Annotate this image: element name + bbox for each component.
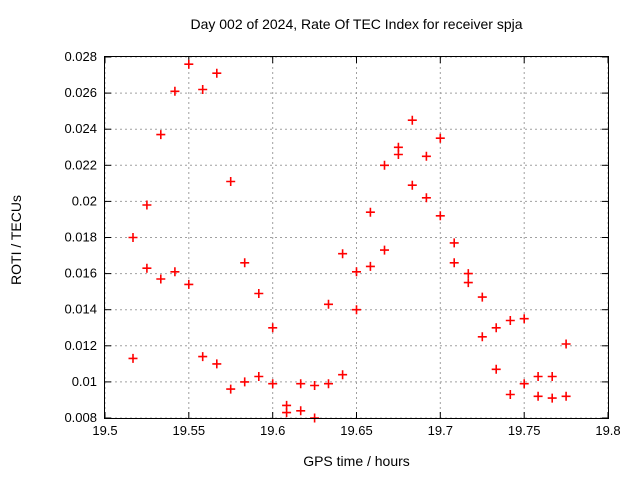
- y-tick-label: 0.014: [64, 302, 97, 317]
- data-point-marker: [324, 379, 333, 389]
- data-point-marker: [533, 391, 543, 401]
- x-tick-label: 19.55: [173, 423, 206, 438]
- data-point-marker: [142, 200, 152, 210]
- data-point-marker: [477, 332, 487, 342]
- y-tick-label: 0.012: [64, 338, 97, 353]
- data-point-marker: [393, 150, 403, 159]
- data-point-marker: [477, 292, 487, 302]
- data-point-marker: [198, 352, 208, 362]
- x-tick-label: 19.75: [508, 423, 541, 438]
- data-point-marker: [226, 384, 236, 394]
- data-point-marker: [184, 59, 194, 69]
- data-point-marker: [449, 258, 459, 268]
- data-point-marker: [198, 85, 208, 94]
- data-point-marker: [533, 372, 543, 381]
- data-point-marker: [268, 323, 278, 333]
- data-point-marker: [463, 269, 473, 279]
- data-point-marker: [505, 390, 515, 399]
- data-point-marker: [547, 372, 557, 381]
- data-point-marker: [561, 391, 571, 401]
- y-tick-label: 0.022: [64, 157, 97, 172]
- plot-border: [104, 56, 609, 419]
- data-point-marker: [491, 323, 501, 333]
- data-point-marker: [170, 267, 180, 277]
- data-point-marker: [156, 130, 166, 140]
- data-point-marker: [296, 406, 306, 416]
- data-point-marker: [547, 393, 557, 403]
- x-tick-label: 19.5: [92, 423, 117, 438]
- data-point-marker: [380, 245, 389, 255]
- data-point-marker: [240, 377, 250, 387]
- data-point-marker: [282, 408, 292, 418]
- tick-labels: 19.5 19.55 19.6 19.65 19.7 19.75 19.8 0.008 0.01…: [64, 49, 620, 438]
- data-point-marker: [435, 133, 445, 143]
- data-point-marker: [310, 381, 320, 390]
- data-point-marker: [128, 353, 138, 363]
- data-point-marker: [170, 86, 180, 96]
- data-point-marker: [519, 314, 529, 324]
- data-point-marker: [365, 261, 375, 271]
- y-tick-label: 0.018: [64, 230, 97, 245]
- chart-title: Day 002 of 2024, Rate Of TEC Index for r…: [190, 16, 523, 32]
- data-points: [128, 59, 571, 423]
- y-axis-label: ROTI / TECUs: [8, 195, 24, 285]
- x-tick-label: 19.65: [340, 423, 373, 438]
- y-tick-label: 0.016: [64, 266, 97, 281]
- data-point-marker: [407, 115, 417, 125]
- data-point-marker: [421, 151, 431, 161]
- y-tick-label: 0.02: [72, 193, 97, 208]
- data-point-marker: [380, 160, 389, 170]
- data-point-marker: [449, 238, 459, 248]
- data-point-marker: [212, 359, 222, 369]
- data-point-marker: [324, 299, 333, 309]
- data-point-marker: [156, 274, 166, 284]
- data-point-marker: [561, 339, 571, 349]
- y-tick-label: 0.026: [64, 85, 97, 100]
- data-point-marker: [338, 370, 348, 380]
- data-point-marker: [463, 278, 473, 288]
- data-point-marker: [296, 379, 306, 389]
- data-point-marker: [212, 68, 222, 78]
- y-tick-label: 0.01: [72, 374, 97, 389]
- y-tick-label: 0.028: [64, 49, 97, 64]
- data-point-marker: [128, 233, 138, 242]
- data-point-marker: [240, 258, 250, 268]
- y-tick-label: 0.024: [64, 121, 97, 136]
- gridlines: [104, 56, 609, 419]
- y-tick-label: 0.008: [64, 410, 97, 425]
- data-point-marker: [142, 263, 152, 273]
- data-point-marker: [407, 180, 417, 190]
- data-point-marker: [491, 364, 501, 374]
- data-point-marker: [435, 211, 445, 221]
- data-point-marker: [254, 289, 264, 298]
- data-point-marker: [226, 177, 236, 186]
- data-point-marker: [519, 379, 529, 389]
- x-tick-label: 19.8: [595, 423, 620, 438]
- x-axis-label: GPS time / hours: [303, 453, 410, 469]
- data-point-marker: [352, 305, 361, 315]
- data-point-marker: [505, 316, 515, 325]
- data-point-marker: [184, 279, 194, 289]
- data-point-marker: [254, 372, 264, 381]
- x-tick-label: 19.6: [260, 423, 285, 438]
- data-point-marker: [365, 207, 375, 217]
- x-tick-label: 19.7: [428, 423, 453, 438]
- data-point-marker: [352, 267, 361, 277]
- data-point-marker: [268, 379, 278, 389]
- data-point-marker: [421, 193, 431, 203]
- data-point-marker: [338, 249, 348, 259]
